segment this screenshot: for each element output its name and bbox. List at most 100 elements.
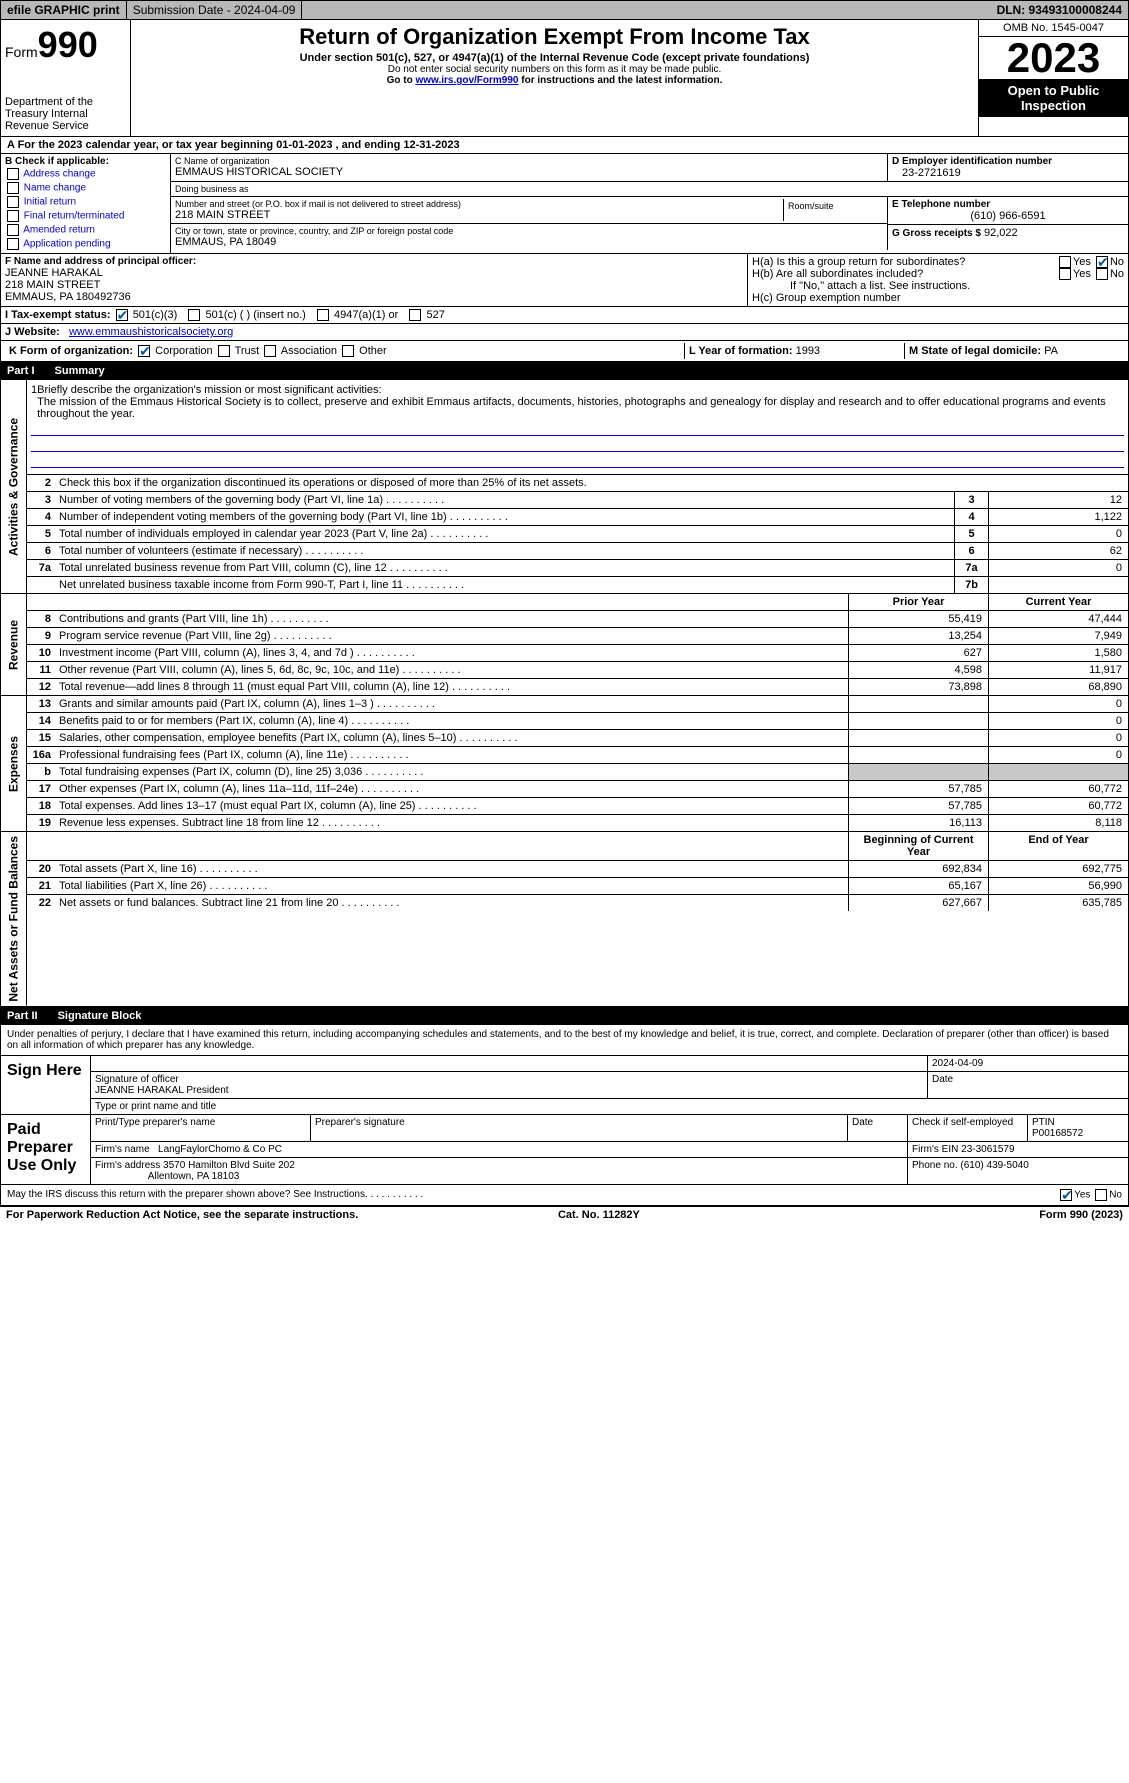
current-year-head: Current Year — [988, 594, 1128, 610]
website-link[interactable]: www.emmaushistoricalsociety.org — [69, 326, 233, 338]
firm-addr2: Allentown, PA 18103 — [148, 1171, 240, 1182]
table-row: 13Grants and similar amounts paid (Part … — [27, 696, 1128, 713]
sig-date: 2024-04-09 — [928, 1056, 1128, 1071]
addr-label: Number and street (or P.O. box if mail i… — [175, 199, 783, 209]
opt-name-change[interactable]: Name change — [5, 181, 166, 195]
l-label: L Year of formation: — [689, 345, 793, 357]
city-state-zip: EMMAUS, PA 18049 — [175, 236, 883, 248]
opt-app-pending[interactable]: Application pending — [5, 237, 166, 251]
prep-date-lab: Date — [848, 1115, 908, 1141]
cb-corp[interactable] — [138, 345, 150, 357]
phone-lab: Phone no. — [912, 1160, 958, 1171]
ptin: P00168572 — [1032, 1128, 1083, 1139]
part1-header: Part I Summary — [0, 362, 1129, 380]
opt-address-change[interactable]: Address change — [5, 167, 166, 181]
table-row: 19Revenue less expenses. Subtract line 1… — [27, 815, 1128, 831]
cb-4947[interactable] — [317, 309, 329, 321]
gross-receipts: 92,022 — [984, 227, 1018, 239]
cb-501c3[interactable] — [116, 309, 128, 321]
cb-527[interactable] — [409, 309, 421, 321]
cb-501c[interactable] — [188, 309, 200, 321]
hb-note: If "No," attach a list. See instructions… — [752, 280, 1124, 292]
form-number: 990 — [38, 24, 98, 65]
opt-amended[interactable]: Amended return — [5, 223, 166, 237]
firm-name-lab: Firm's name — [95, 1144, 150, 1155]
firm-ein: 23-3061579 — [961, 1144, 1014, 1155]
footer-left: For Paperwork Reduction Act Notice, see … — [6, 1209, 358, 1221]
discuss-text: May the IRS discuss this return with the… — [7, 1189, 423, 1201]
cb-assoc[interactable] — [264, 345, 276, 357]
table-row: 20Total assets (Part X, line 16)692,8346… — [27, 861, 1128, 878]
col-cd: C Name of organization EMMAUS HISTORICAL… — [171, 154, 1128, 253]
block-bcd: B Check if applicable: Address change Na… — [0, 154, 1129, 254]
paid-preparer-label: Paid Preparer Use Only — [1, 1115, 91, 1184]
cb-other[interactable] — [342, 345, 354, 357]
col-eg: E Telephone number (610) 966-6591 G Gros… — [888, 197, 1128, 250]
ptin-lab: PTIN — [1032, 1117, 1055, 1128]
opt-final-return[interactable]: Final return/terminated — [5, 209, 166, 223]
m-label: M State of legal domicile: — [909, 345, 1041, 357]
vlabel-na: Net Assets or Fund Balances — [1, 832, 27, 1006]
table-row: 3Number of voting members of the governi… — [27, 492, 1128, 509]
table-row: 15Salaries, other compensation, employee… — [27, 730, 1128, 747]
vlabel-ag: Activities & Governance — [1, 380, 27, 593]
table-row: bTotal fundraising expenses (Part IX, co… — [27, 764, 1128, 781]
opt-initial-return[interactable]: Initial return — [5, 195, 166, 209]
na-header: Beginning of Current Year End of Year — [27, 832, 1128, 861]
goto-pre: Go to — [387, 75, 416, 86]
col-d: D Employer identification number 23-2721… — [888, 154, 1128, 181]
discuss-no[interactable] — [1095, 1189, 1107, 1201]
dba-label: Doing business as — [171, 182, 1128, 197]
table-row: 4Number of independent voting members of… — [27, 509, 1128, 526]
firm-name: LangFaylorChomo & Co PC — [158, 1144, 282, 1155]
part1-num: Part I — [7, 365, 35, 377]
header: Form990 Department of the Treasury Inter… — [0, 20, 1129, 137]
ein-label: D Employer identification number — [892, 156, 1124, 167]
mission-text: The mission of the Emmaus Historical Soc… — [37, 396, 1106, 420]
officer-name: JEANNE HARAKAL — [5, 267, 743, 279]
officer-type-lab: Type or print name and title — [91, 1099, 1128, 1114]
gross-label: G Gross receipts $ — [892, 228, 981, 239]
table-row: 10Investment income (Part VIII, column (… — [27, 645, 1128, 662]
header-left: Form990 Department of the Treasury Inter… — [1, 20, 131, 136]
state-domicile: PA — [1044, 345, 1058, 357]
discuss-yes[interactable] — [1060, 1189, 1072, 1201]
goto-link[interactable]: www.irs.gov/Form990 — [415, 75, 518, 86]
submission-date: Submission Date - 2024-04-09 — [127, 1, 303, 19]
discuss-row: May the IRS discuss this return with the… — [0, 1185, 1129, 1206]
part1-title: Summary — [55, 365, 105, 377]
footer: For Paperwork Reduction Act Notice, see … — [0, 1206, 1129, 1223]
prep-sig-lab: Preparer's signature — [311, 1115, 848, 1141]
hb-label: H(b) Are all subordinates included? — [752, 268, 923, 280]
form-title: Return of Organization Exempt From Incom… — [139, 24, 970, 50]
table-row: 21Total liabilities (Part X, line 26)65,… — [27, 878, 1128, 895]
vlabel-rev: Revenue — [1, 594, 27, 695]
table-row: 22Net assets or fund balances. Subtract … — [27, 895, 1128, 911]
part2-title: Signature Block — [58, 1010, 142, 1022]
table-row: 16aProfessional fundraising fees (Part I… — [27, 747, 1128, 764]
department: Department of the Treasury Internal Reve… — [5, 96, 126, 132]
table-row: 6Total number of volunteers (estimate if… — [27, 543, 1128, 560]
year-formation: 1993 — [796, 345, 820, 357]
officer-addr1: 218 MAIN STREET — [5, 279, 743, 291]
l1-label: Briefly describe the organization's miss… — [37, 384, 381, 396]
table-row: 8Contributions and grants (Part VIII, li… — [27, 611, 1128, 628]
section-expenses: Expenses 13Grants and similar amounts pa… — [0, 696, 1129, 832]
line-1: 1 Briefly describe the organization's mi… — [27, 380, 1128, 475]
col-b-label: B Check if applicable: — [5, 156, 109, 167]
dln: DLN: 93493100008244 — [991, 1, 1128, 19]
topbar: efile GRAPHIC print Submission Date - 20… — [0, 0, 1129, 20]
form-subtitle: Under section 501(c), 527, or 4947(a)(1)… — [139, 52, 970, 64]
goto-post: for instructions and the latest informat… — [518, 75, 722, 86]
k-label: K Form of organization: — [9, 345, 133, 357]
table-row: 17Other expenses (Part IX, column (A), l… — [27, 781, 1128, 798]
telephone: (610) 966-6591 — [892, 210, 1124, 222]
sign-here-block: Sign Here 2024-04-09 Signature of office… — [0, 1056, 1129, 1115]
cb-trust[interactable] — [218, 345, 230, 357]
signature-intro: Under penalties of perjury, I declare th… — [0, 1025, 1129, 1056]
table-row: 5Total number of individuals employed in… — [27, 526, 1128, 543]
officer-addr2: EMMAUS, PA 180492736 — [5, 291, 743, 303]
footer-right: Form 990 (2023) — [1039, 1209, 1123, 1221]
firm-phone: (610) 439-5040 — [960, 1160, 1028, 1171]
row-j: J Website: www.emmaushistoricalsociety.o… — [0, 324, 1129, 341]
